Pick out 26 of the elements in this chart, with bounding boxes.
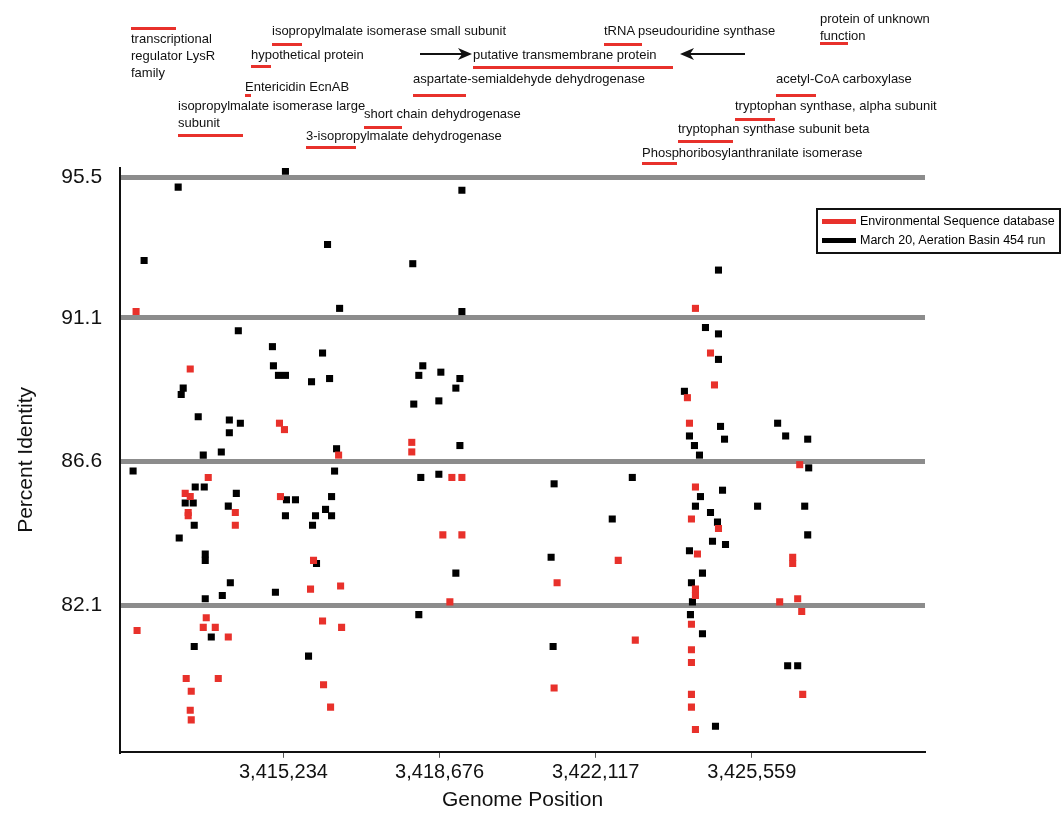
text: protein of unknown function <box>820 10 931 44</box>
text: Entericidin EcnAB <box>245 78 350 95</box>
text: acetyl-CoA carboxylase <box>776 70 912 87</box>
x-tick-label: 3,422,117 <box>551 760 640 783</box>
y-tick-label: 95.5 <box>61 164 103 188</box>
y-axis-title: Percent Identity <box>13 386 37 533</box>
x-tick-label: 3,418,676 <box>395 760 485 783</box>
x-tick-label: 3,425,559 <box>707 760 797 783</box>
x-axis-title: Genome Position <box>441 787 604 811</box>
text: aspartate-semialdehyde dehydrogenase <box>413 70 645 87</box>
text: 3-isopropylmalate dehydrogenase <box>306 127 502 144</box>
legend-label: March 20, Aeration Basin 454 run <box>860 232 1046 249</box>
y-tick-label: 91.1 <box>61 304 103 328</box>
text: hypothetical protein <box>251 46 364 63</box>
text: putative transmembrane protein <box>473 46 657 63</box>
text: short chain dehydrogenase <box>364 106 521 122</box>
text: tRNA pseudouridine synthase <box>604 22 776 39</box>
text: tryptophan synthase, alpha subunit <box>735 97 937 114</box>
x-tick-label: 3,415,234 <box>238 760 328 783</box>
text: transcriptional regulator LysR family <box>131 30 217 81</box>
legend-label: Environmental Sequence database <box>860 213 1055 230</box>
text: isopropylmalate isomerase small subunit <box>272 22 507 39</box>
y-tick-label: 86.6 <box>61 448 103 472</box>
text: tryptophan synthase subunit beta <box>678 120 870 137</box>
text: Phosphoribosylanthranilate isomerase <box>642 144 863 161</box>
y-tick-label: 82.1 <box>61 591 103 615</box>
